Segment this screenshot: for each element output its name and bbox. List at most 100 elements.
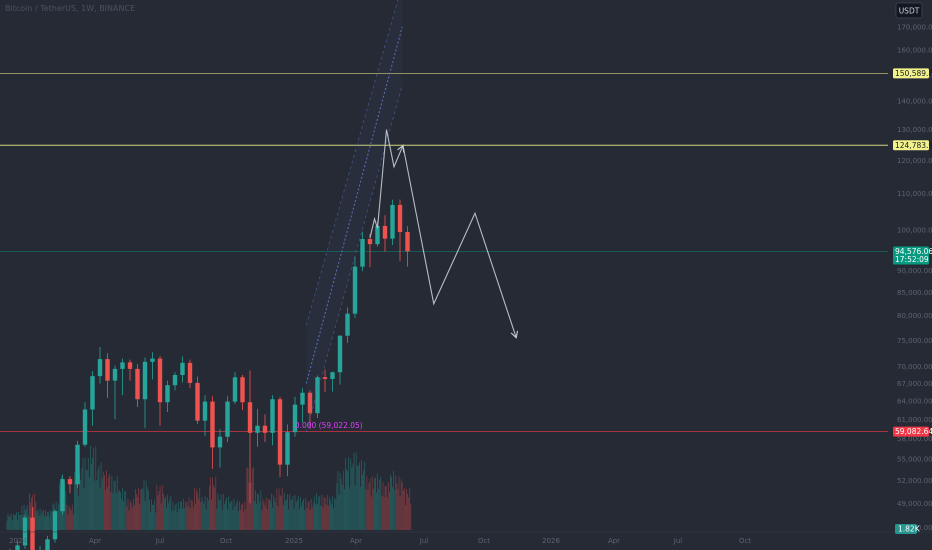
volume-bar bbox=[361, 459, 362, 530]
volume-bar bbox=[159, 486, 161, 530]
candle bbox=[315, 375, 320, 419]
volume-bar bbox=[378, 488, 380, 530]
candle-body bbox=[360, 239, 365, 267]
volume-bar bbox=[100, 462, 102, 530]
currency-button[interactable]: USDT bbox=[895, 2, 923, 19]
volume-bar bbox=[344, 489, 345, 530]
volume-bar bbox=[29, 493, 30, 530]
volume-bar bbox=[171, 510, 173, 530]
fib-level-label: 0.000 (59,022.05) bbox=[295, 421, 363, 430]
volume-bar bbox=[23, 504, 25, 530]
volume-bar bbox=[50, 510, 52, 530]
volume-bar bbox=[410, 503, 412, 530]
volume-bar bbox=[220, 494, 222, 530]
volume-bar bbox=[340, 478, 342, 530]
volume-bar bbox=[212, 477, 213, 530]
volume-bar bbox=[258, 494, 260, 530]
volume-bar bbox=[326, 494, 328, 530]
candle bbox=[67, 476, 73, 494]
volume-bar bbox=[217, 493, 219, 530]
volume-bar bbox=[310, 498, 312, 530]
volume-bar bbox=[224, 504, 225, 530]
candle-body bbox=[382, 225, 388, 239]
volume-bar bbox=[377, 473, 378, 530]
volume-bar bbox=[56, 510, 58, 530]
candle-body bbox=[60, 479, 65, 512]
volume-bar bbox=[280, 496, 282, 530]
volume-bar bbox=[6, 520, 8, 530]
volume-bar bbox=[278, 488, 280, 530]
candle bbox=[105, 353, 110, 399]
volume-bar bbox=[381, 495, 383, 530]
volume-bar bbox=[41, 511, 43, 530]
projection-arrow-up bbox=[397, 144, 405, 153]
volume-bar bbox=[406, 489, 407, 530]
candle bbox=[90, 371, 95, 426]
candle bbox=[367, 233, 373, 268]
volume-bar bbox=[91, 464, 92, 530]
candle bbox=[142, 357, 148, 429]
volume-bar bbox=[315, 504, 316, 530]
volume-bar bbox=[92, 457, 93, 530]
volume-bar bbox=[66, 504, 68, 530]
volume-bar bbox=[199, 487, 201, 530]
volume-bar bbox=[236, 500, 238, 530]
volume-bar bbox=[75, 481, 76, 530]
volume-bar bbox=[351, 467, 353, 530]
volume-bar bbox=[185, 501, 187, 530]
volume-bar bbox=[156, 484, 158, 530]
candle bbox=[270, 395, 275, 446]
volume-bar bbox=[325, 504, 327, 530]
candle bbox=[217, 428, 223, 468]
volume-bar bbox=[31, 497, 32, 530]
volume-bar bbox=[7, 513, 9, 530]
volume-bar bbox=[198, 498, 200, 530]
volume-bar bbox=[357, 465, 359, 530]
volume-bar bbox=[368, 482, 370, 530]
volume-bar bbox=[342, 470, 344, 530]
candle-body bbox=[172, 374, 178, 386]
volume-bar bbox=[44, 516, 45, 530]
volume-bar bbox=[172, 501, 174, 530]
candle-body bbox=[135, 368, 140, 400]
volume-bar bbox=[320, 505, 322, 530]
volume-bar bbox=[65, 490, 67, 530]
volume-bar bbox=[82, 458, 84, 530]
volume-bar bbox=[123, 501, 125, 530]
volume-bar bbox=[383, 497, 385, 530]
volume-bar bbox=[8, 515, 10, 530]
volume-bar bbox=[45, 510, 46, 530]
volume-bar bbox=[254, 500, 255, 530]
volume-bar bbox=[245, 509, 247, 530]
volume-bar bbox=[397, 489, 399, 530]
volume-bar bbox=[396, 483, 398, 530]
volume-bar bbox=[323, 496, 325, 530]
volume-bar bbox=[292, 496, 294, 530]
candle-body bbox=[157, 358, 163, 403]
volume-bar bbox=[331, 504, 332, 530]
volume-bar bbox=[269, 499, 270, 530]
candle-body bbox=[270, 399, 275, 433]
volume-bar bbox=[30, 502, 31, 530]
volume-bar bbox=[324, 498, 326, 530]
volume-bar bbox=[158, 491, 160, 530]
candle bbox=[405, 226, 410, 267]
volume-bar bbox=[184, 508, 186, 530]
volume-bar bbox=[150, 512, 151, 530]
volume-bar bbox=[46, 516, 47, 530]
volume-bar bbox=[122, 487, 123, 530]
volume-bar bbox=[186, 501, 188, 530]
volume-bar bbox=[311, 507, 313, 530]
volume-bar bbox=[109, 474, 111, 530]
candle-body bbox=[82, 409, 88, 445]
volume-bar bbox=[375, 477, 376, 530]
volume-bar bbox=[169, 499, 171, 530]
volume-bar bbox=[130, 502, 132, 530]
volume-bar bbox=[321, 494, 323, 530]
candle-body bbox=[142, 361, 148, 400]
volume-bar bbox=[26, 505, 28, 530]
volume-bar bbox=[285, 500, 286, 530]
volume-bar bbox=[337, 471, 339, 530]
volume-bar bbox=[279, 494, 281, 530]
